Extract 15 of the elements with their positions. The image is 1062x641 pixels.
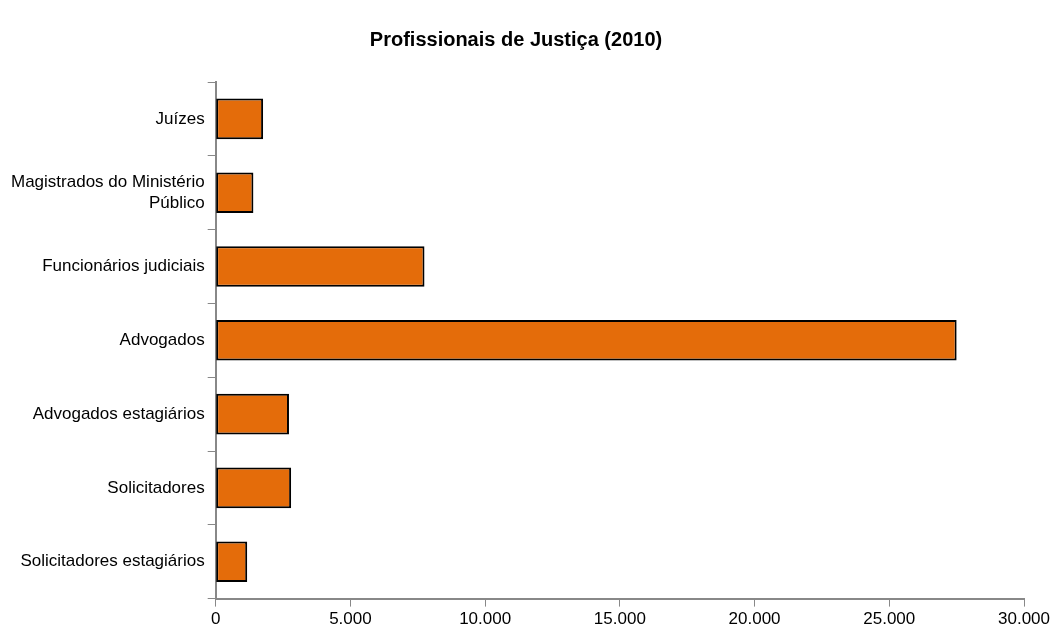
x-tick-label: 10.000 [459,609,512,629]
x-tick-label: 30.000 [998,609,1050,629]
x-tick-label: 25.000 [863,609,916,629]
y-tick-label: Funcionários judiciais [42,256,205,276]
y-tick-label: Magistrados do Ministério Público [10,172,205,212]
y-tick-label: Solicitadores [107,477,205,497]
chart-title: Profissionais de Justiça (2010) [369,27,663,50]
x-tick-label: 15.000 [593,609,646,629]
y-tick-label: Solicitadores estagiários [20,551,205,571]
x-tick-label: 20.000 [728,609,781,629]
y-tick-label: Advogados [119,329,205,349]
y-tick-label: Juízes [155,108,205,128]
y-tick-label: Advogados estagiários [32,403,205,423]
x-tick-label: 5.000 [329,609,372,629]
x-tick-label: 0 [210,609,221,629]
